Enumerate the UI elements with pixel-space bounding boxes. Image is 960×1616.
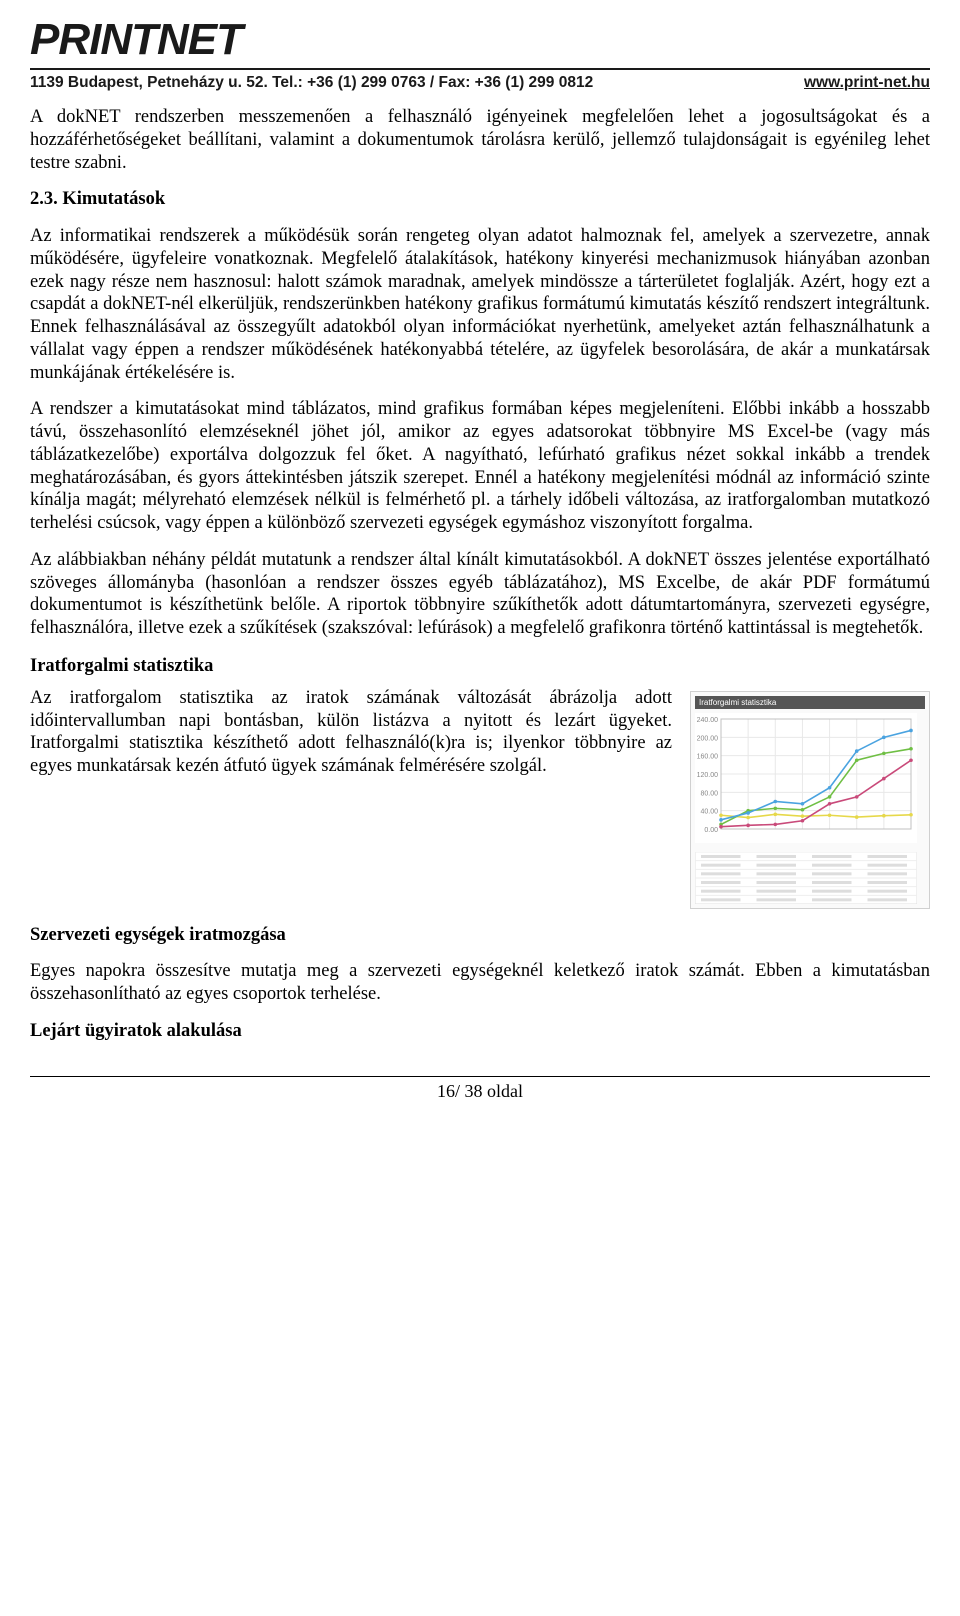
section-2-3-para-1: Az informatikai rendszerek a működésük s… [30, 225, 930, 384]
svg-text:40.00: 40.00 [700, 808, 718, 815]
svg-text:120.00: 120.00 [697, 772, 719, 779]
footer-page: 16/ 38 oldal [30, 1081, 930, 1102]
svg-text:200.00: 200.00 [697, 735, 719, 742]
section-2-3-para-2: A rendszer a kimutatásokat mind táblázat… [30, 398, 930, 535]
section-2-3-heading: 2.3. Kimutatások [30, 188, 930, 211]
header-address: 1139 Budapest, Petneházy u. 52. Tel.: +3… [30, 74, 593, 92]
header-divider [30, 68, 930, 70]
svg-text:80.00: 80.00 [700, 790, 718, 797]
svg-text:160.00: 160.00 [697, 753, 719, 760]
intro-paragraph: A dokNET rendszerben messzemenően a felh… [30, 106, 930, 174]
footer-divider [30, 1076, 930, 1077]
stat-heading: Iratforgalmi statisztika [30, 656, 930, 677]
svg-text:240.00: 240.00 [697, 717, 719, 724]
logo: PRINTNET [30, 18, 930, 62]
chart-title: Iratforgalmi statisztika [695, 696, 925, 709]
chart-svg: 0.00 40.00 80.00 120.00 160.00 200.00 240.00 [695, 713, 917, 843]
section-2-3-para-3: Az alábbiakban néhány példát mutatunk a … [30, 549, 930, 640]
org-heading: Szervezeti egységek iratmozgása [30, 925, 930, 946]
svg-text:0.00: 0.00 [704, 827, 718, 834]
org-paragraph: Egyes napokra összesítve mutatja meg a s… [30, 960, 930, 1006]
header-site-link[interactable]: www.print-net.hu [804, 74, 930, 92]
expired-heading: Lejárt ügyiratok alakulása [30, 1021, 930, 1042]
chart-table [695, 852, 917, 904]
header-info: 1139 Budapest, Petneházy u. 52. Tel.: +3… [30, 74, 930, 92]
stat-chart: Iratforgalmi statisztika 0.00 40.00 80.00 1… [690, 691, 930, 909]
stat-paragraph: Az iratforgalom statisztika az iratok sz… [30, 687, 672, 778]
